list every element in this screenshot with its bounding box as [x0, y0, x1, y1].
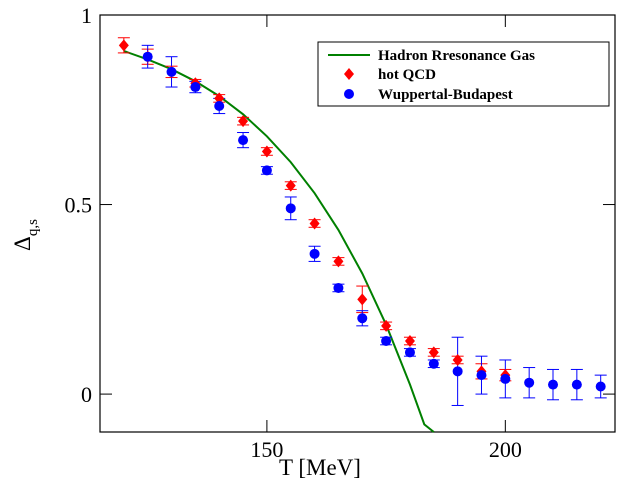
x-axis-label: T [MeV]: [279, 455, 361, 479]
y-axis-label: Δq,s: [10, 219, 41, 251]
data-point-hotqcd: [309, 217, 320, 230]
y-axis-label-main: Δ: [10, 236, 35, 251]
hrg-curve-layer: [123, 50, 435, 433]
y-axis-label-sub: q,s: [25, 219, 41, 236]
data-point-hotqcd: [452, 353, 463, 366]
data-point-wb: [261, 165, 272, 176]
data-point-hotqcd: [261, 145, 272, 158]
legend-label-hotqcd: hot QCD: [378, 67, 436, 83]
data-point-wb: [452, 366, 463, 377]
data-point-wb: [166, 66, 177, 77]
data-point-wb: [333, 282, 344, 293]
x-tick-label: 200: [489, 437, 522, 462]
data-point-wb: [381, 336, 392, 347]
data-point-wb: [476, 370, 487, 381]
data-point-wb: [285, 203, 296, 214]
data-point-hotqcd: [118, 39, 129, 52]
axis-ticks: 150 200 0 0.5 1: [65, 3, 615, 462]
legend: Hadron Rresonance Gas hot QCD Wuppertal-…: [317, 41, 610, 107]
data-point-hotqcd: [214, 92, 225, 105]
error-bars-layer: [117, 37, 607, 406]
data-point-wb: [404, 347, 415, 358]
x-tick-label: 150: [250, 437, 283, 462]
data-point-hotqcd: [404, 335, 415, 348]
data-point-wb: [214, 100, 225, 111]
data-point-wb: [357, 313, 368, 324]
y-tick-label: 0.5: [65, 193, 93, 218]
data-point-wb: [238, 135, 249, 146]
data-point-wb: [524, 377, 535, 388]
svg-text:Δq,s: Δq,s: [10, 219, 41, 251]
y-tick-label: 1: [81, 3, 92, 28]
legend-label-wb: Wuppertal-Budapest: [378, 87, 513, 103]
legend-swatch-hotqcd: [344, 68, 354, 80]
data-point-wb: [142, 51, 153, 62]
legend-box: [317, 41, 610, 107]
data-point-wb: [571, 379, 582, 390]
data-point-wb: [595, 381, 606, 392]
hrg-curve: [123, 50, 435, 433]
data-point-hotqcd: [285, 179, 296, 192]
data-point-hotqcd: [381, 319, 392, 332]
data-point-wb: [548, 379, 559, 390]
data-point-wb: [428, 358, 439, 369]
data-point-hotqcd: [238, 115, 249, 128]
data-point-wb: [500, 373, 511, 384]
data-point-wb: [190, 82, 201, 93]
data-point-hotqcd: [333, 255, 344, 268]
data-point-hotqcd: [428, 346, 439, 359]
data-point-hotqcd: [357, 293, 368, 306]
plot-frame: [99, 14, 616, 433]
legend-swatch-wb: [344, 89, 354, 99]
markers-layer: [118, 39, 606, 392]
y-tick-label: 0: [81, 382, 92, 407]
legend-label-hrg: Hadron Rresonance Gas: [378, 48, 535, 64]
data-point-wb: [309, 248, 320, 259]
